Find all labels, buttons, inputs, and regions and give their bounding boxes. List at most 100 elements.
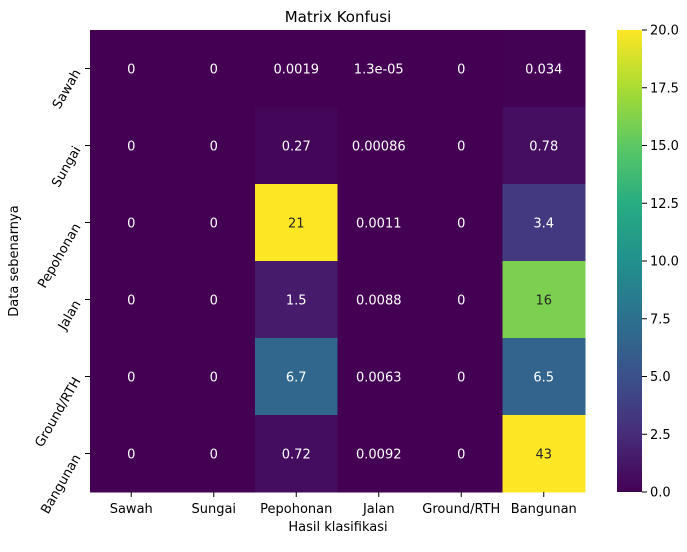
cell-value-label: 0 [210, 371, 218, 386]
heatmap-cell [502, 30, 586, 108]
heatmap-cell [502, 107, 586, 185]
colorbar-tick-label: 12.5 [650, 197, 679, 212]
heatmap-cell [172, 415, 256, 493]
cell-value-label: 1.3e-05 [354, 63, 404, 78]
colorbar-gradient [617, 30, 642, 492]
heatmap-cell [90, 30, 173, 108]
heatmap-cell [420, 338, 503, 416]
cell-value-label: 0 [210, 294, 218, 309]
cell-value-label: 21 [288, 217, 305, 232]
y-tick-label: Ground/RTH [32, 375, 84, 450]
heatmap-cell [90, 107, 173, 185]
cell-value-label: 0.0063 [356, 371, 402, 386]
heatmap-cell [420, 184, 503, 262]
heatmap-cell [90, 261, 173, 339]
cell-value-label: 0.0088 [356, 294, 402, 309]
x-tick-label: Sawah [110, 502, 153, 517]
heatmap-cell [337, 107, 421, 185]
cell-value-label: 0.27 [282, 140, 311, 155]
cell-value-label: 0 [457, 371, 465, 386]
cell-value-label: 0 [127, 448, 135, 463]
cell-value-label: 0.72 [282, 448, 311, 463]
x-tick-label: Sungai [191, 502, 236, 517]
colorbar-tick-label: 5.0 [650, 370, 671, 385]
heatmap-cell [172, 338, 256, 416]
cell-value-label: 6.5 [533, 371, 554, 386]
heatmap-cell [172, 261, 256, 339]
heatmap-cell [255, 338, 338, 416]
colorbar-tick-label: 2.5 [650, 428, 671, 443]
x-tick-label: Pepohonan [260, 502, 332, 517]
heatmap-cell [337, 338, 421, 416]
cell-value-label: 0 [457, 217, 465, 232]
cell-value-label: 0 [457, 63, 465, 78]
x-tick-label: Ground/RTH [422, 502, 500, 517]
y-axis-label: Data sebenarnya [7, 205, 22, 316]
heatmap-cell [502, 261, 586, 339]
cell-value-label: 0 [210, 217, 218, 232]
heatmap-cell [172, 30, 256, 108]
heatmap-cell [420, 30, 503, 108]
heatmap-cell [172, 107, 256, 185]
x-tick-label: Bangunan [511, 502, 577, 517]
y-tick-label: Pepohonan [35, 221, 84, 291]
colorbar-tick-label: 15.0 [650, 139, 679, 154]
cell-value-label: 1.5 [286, 294, 307, 309]
heatmap-cell-labels: 0 0 0.0019 1.3e-05 0 0.034 0 0 0.27 0.00086 0 0.78 0… [127, 63, 562, 463]
cell-value-label: 0 [127, 63, 135, 78]
heatmap-cell [337, 30, 421, 108]
x-axis-label: Hasil klasifikasi [288, 520, 387, 535]
colorbar: 0.0 2.5 5.0 7.5 10.0 12.5 15.0 17.5 20.0 [617, 24, 679, 501]
cell-value-label: 0.0092 [356, 448, 402, 463]
colorbar-tick-label: 17.5 [650, 81, 679, 96]
cell-value-label: 0 [127, 140, 135, 155]
y-tick-label: Bangunan [38, 452, 84, 517]
heatmap-cell [420, 107, 503, 185]
heatmap-cell [172, 184, 256, 262]
cell-value-label: 16 [535, 294, 552, 309]
heatmap-cells [90, 30, 586, 493]
colorbar-tick-label: 10.0 [650, 255, 679, 270]
colorbar-tick-label: 7.5 [650, 312, 671, 327]
cell-value-label: 6.7 [286, 371, 307, 386]
cell-value-label: 0 [127, 294, 135, 309]
y-tick-label: Jalan [55, 298, 84, 334]
heatmap-cell [255, 30, 338, 108]
y-axis-ticks: Sawah Sungai Pepohonan Jalan Ground/RTHBangu… [32, 67, 90, 517]
chart-title: Matrix Konfusi [285, 8, 392, 26]
heatmap-cell [502, 184, 586, 262]
y-tick-label: Sungai [49, 144, 84, 190]
cell-value-label: 43 [535, 448, 552, 463]
cell-value-label: 0 [210, 140, 218, 155]
cell-value-label: 3.4 [533, 217, 554, 232]
cell-value-label: 0.00086 [352, 140, 406, 155]
heatmap-cell [255, 261, 338, 339]
cell-value-label: 0.0011 [356, 217, 402, 232]
heatmap-cell [337, 415, 421, 493]
heatmap-cell [255, 415, 338, 493]
heatmap-cell [90, 184, 173, 262]
x-tick-label: Jalan [362, 502, 395, 517]
cell-value-label: 0 [457, 294, 465, 309]
heatmap-cell [337, 261, 421, 339]
cell-value-label: 0 [457, 140, 465, 155]
heatmap-cell [255, 184, 338, 262]
cell-value-label: 0 [210, 448, 218, 463]
cell-value-label: 0 [127, 371, 135, 386]
cell-value-label: 0.78 [529, 140, 558, 155]
heatmap-cell [502, 338, 586, 416]
cell-value-label: 0 [127, 217, 135, 232]
colorbar-tick-label: 0.0 [650, 486, 671, 501]
heatmap-cell [420, 261, 503, 339]
cell-value-label: 0.0019 [274, 63, 320, 78]
cell-value-label: 0.034 [525, 63, 562, 78]
cell-value-label: 0 [210, 63, 218, 78]
heatmap-cell [90, 415, 173, 493]
heatmap-cell [255, 107, 338, 185]
heatmap-cell [90, 338, 173, 416]
heatmap-cell [502, 415, 586, 493]
y-tick-label: Sawah [50, 67, 85, 112]
colorbar-tick-label: 20.0 [650, 24, 679, 39]
heatmap-cell [337, 184, 421, 262]
